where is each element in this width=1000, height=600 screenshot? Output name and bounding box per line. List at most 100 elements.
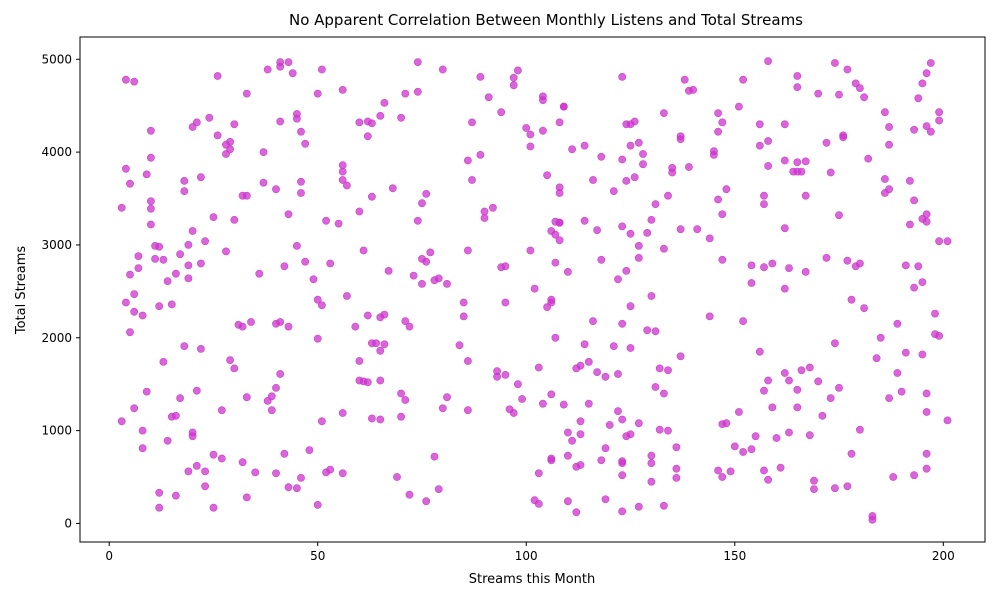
data-point	[764, 57, 772, 65]
x-tick-label: 100	[515, 549, 538, 563]
data-point	[413, 58, 422, 66]
data-point	[196, 173, 205, 182]
data-point	[555, 236, 564, 245]
data-point	[630, 173, 639, 182]
data-point	[843, 65, 852, 74]
data-point	[835, 90, 843, 99]
data-point	[676, 225, 685, 234]
data-point	[180, 187, 189, 195]
data-point	[885, 185, 893, 194]
data-point	[626, 344, 635, 352]
data-point	[338, 469, 347, 478]
data-point	[685, 163, 693, 171]
data-point	[922, 69, 931, 78]
data-point	[676, 135, 685, 143]
data-point	[238, 458, 247, 467]
data-point	[430, 452, 439, 461]
y-tick-label: 4000	[41, 145, 72, 159]
data-point	[117, 203, 126, 212]
data-point	[539, 126, 547, 135]
data-point	[555, 218, 564, 227]
data-point	[856, 259, 864, 268]
data-point	[130, 404, 139, 413]
data-point	[338, 409, 347, 417]
data-point	[618, 319, 627, 328]
data-point	[918, 79, 927, 88]
data-point	[647, 292, 656, 300]
data-point	[192, 461, 201, 470]
data-point	[760, 200, 768, 208]
data-point	[634, 138, 643, 147]
data-point	[601, 495, 610, 504]
data-point	[797, 167, 806, 176]
data-point	[776, 463, 785, 472]
data-point	[422, 497, 431, 506]
data-point	[326, 465, 335, 474]
data-point	[251, 468, 260, 477]
data-point	[267, 392, 276, 401]
data-point	[831, 59, 839, 67]
data-point	[881, 108, 889, 117]
data-point	[130, 290, 139, 298]
data-point	[860, 304, 868, 312]
data-point	[130, 307, 139, 316]
data-point	[201, 482, 209, 491]
x-tick-label: 0	[105, 549, 113, 563]
data-point	[826, 168, 835, 177]
data-point	[276, 62, 285, 71]
data-point	[393, 473, 401, 481]
data-point	[831, 484, 839, 493]
data-point	[146, 204, 155, 213]
data-point	[438, 404, 447, 413]
data-point	[338, 167, 347, 176]
data-point	[284, 58, 293, 66]
data-point	[534, 469, 543, 478]
data-point	[434, 485, 443, 493]
data-point	[297, 473, 305, 482]
data-point	[868, 512, 877, 520]
data-point	[213, 131, 222, 140]
data-point	[726, 467, 735, 476]
data-point	[126, 179, 134, 188]
data-point	[401, 89, 410, 98]
data-point	[584, 399, 593, 408]
x-axis-ticks: 0 50 100 150 200	[105, 542, 955, 563]
data-point	[297, 127, 305, 136]
y-axis-label: Total Streams	[14, 246, 29, 336]
data-point	[267, 406, 276, 415]
data-point	[643, 326, 652, 335]
data-point	[380, 340, 389, 349]
data-point	[847, 449, 856, 458]
data-point	[526, 130, 535, 139]
data-point	[943, 237, 952, 246]
data-point	[772, 434, 781, 442]
data-point	[564, 451, 572, 460]
y-tick-label: 3000	[41, 238, 72, 252]
data-point	[384, 266, 393, 275]
data-point	[463, 406, 472, 415]
data-point	[292, 241, 301, 250]
data-point	[247, 318, 255, 326]
data-point	[618, 415, 627, 424]
data-point	[242, 89, 251, 98]
data-point	[534, 499, 543, 508]
data-point	[651, 200, 660, 208]
data-point	[380, 310, 389, 319]
data-point	[397, 389, 405, 398]
data-point	[660, 244, 668, 253]
data-point	[605, 421, 614, 429]
data-point	[664, 426, 672, 435]
data-point	[376, 415, 385, 424]
data-point	[209, 213, 218, 221]
data-point	[655, 425, 664, 434]
data-point	[751, 432, 760, 441]
data-point	[597, 255, 606, 264]
data-point	[643, 228, 652, 237]
data-point	[167, 300, 176, 309]
data-point	[455, 341, 464, 350]
data-point	[355, 207, 364, 216]
data-point	[122, 75, 130, 84]
data-point	[376, 112, 385, 120]
data-point	[822, 138, 831, 147]
data-point	[138, 426, 147, 435]
